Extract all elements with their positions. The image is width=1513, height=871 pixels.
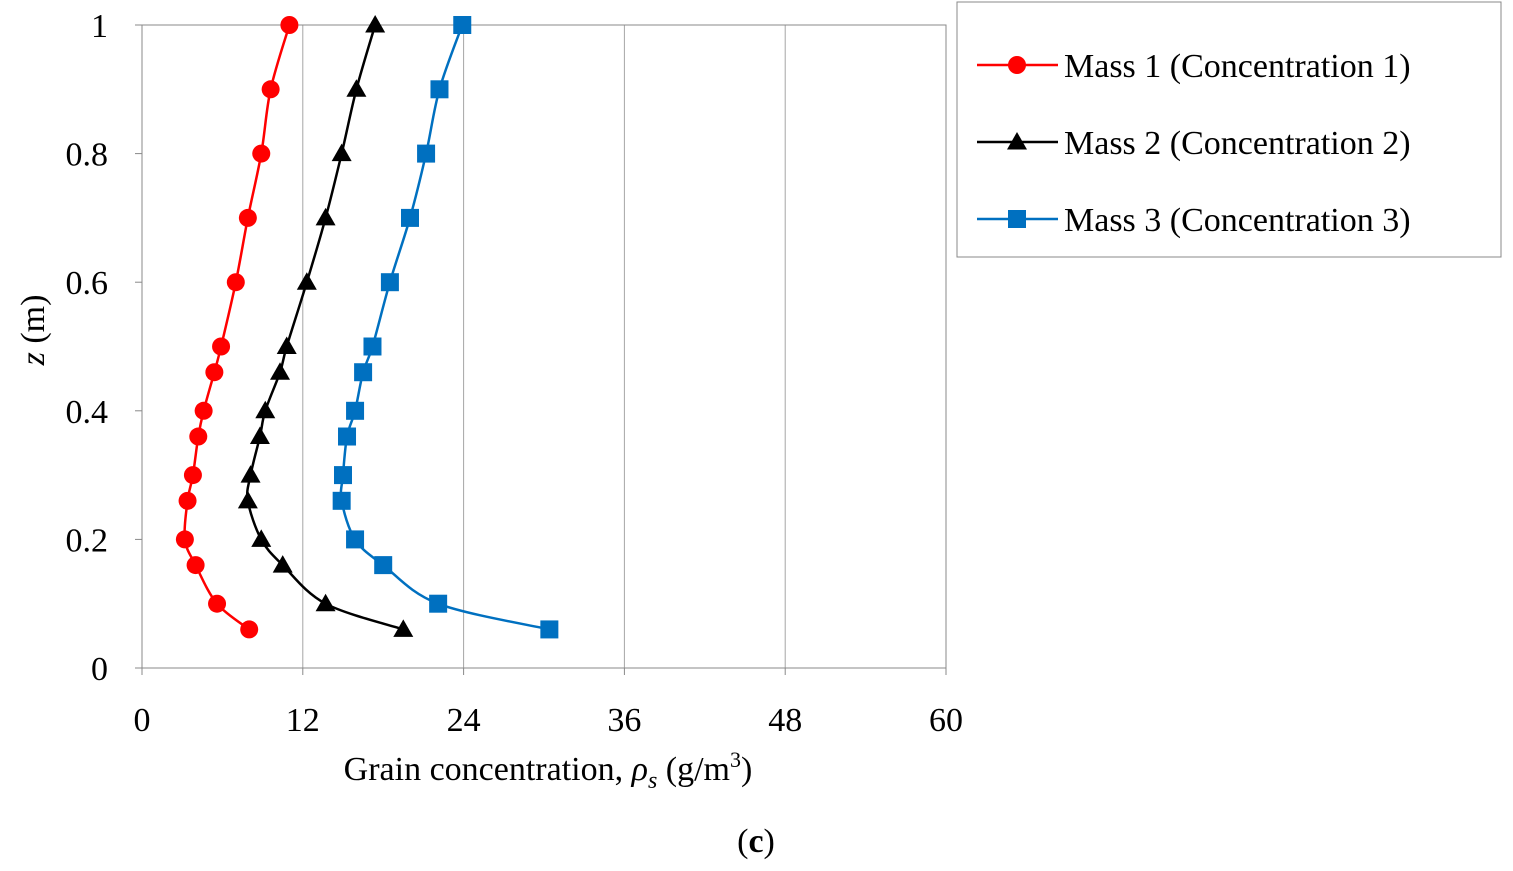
x-tick-label: 36 — [607, 702, 641, 739]
data-point — [194, 401, 213, 420]
series-line — [339, 24, 550, 631]
plot-series — [175, 15, 559, 639]
data-point — [240, 465, 261, 483]
data-point — [346, 401, 365, 420]
legend-item-mass-3-concentration-3: Mass 3 (Concentration 3) — [977, 202, 1411, 239]
legend-box — [956, 1, 1502, 258]
legend-marker — [1008, 56, 1026, 74]
x-axis-label-symbol: ρ — [631, 751, 648, 788]
x-tick-label: 12 — [286, 702, 320, 739]
data-point — [346, 79, 367, 97]
series-2 — [237, 15, 414, 637]
data-point — [208, 594, 227, 613]
data-point — [354, 363, 373, 382]
data-point — [251, 529, 272, 547]
x-axis-label-subscript: s — [648, 768, 657, 794]
data-point — [272, 555, 293, 573]
x-axis-label-superscript: 3 — [730, 747, 741, 772]
data-point — [237, 490, 258, 509]
x-tick-label: 48 — [768, 702, 802, 739]
y-axis-label-var: z — [15, 352, 52, 366]
data-point — [226, 273, 245, 292]
data-point — [255, 400, 276, 419]
data-point — [212, 337, 231, 356]
data-point — [401, 208, 419, 227]
legend-label: Mass 1 (Concentration 1) — [1064, 48, 1411, 85]
x-tick-label: 0 — [134, 702, 151, 739]
data-point — [430, 80, 449, 99]
data-point — [346, 530, 365, 549]
data-point — [331, 143, 352, 162]
data-point — [175, 530, 194, 549]
y-tick-label: 0.2 — [66, 522, 109, 559]
data-point — [380, 273, 399, 292]
panel-label: (c) — [737, 823, 775, 860]
data-point — [186, 556, 205, 575]
data-point — [178, 491, 197, 510]
data-point — [276, 336, 297, 354]
y-tick-label: 0.4 — [66, 394, 109, 431]
x-axis-label-main: Grain concentration, — [344, 751, 632, 788]
y-axis-label-unit: (m) — [15, 295, 52, 353]
panel-label-letter: c — [748, 823, 763, 860]
data-point — [363, 337, 382, 356]
y-axis-label: z (m) — [15, 295, 52, 367]
y-tick-label: 1 — [91, 8, 108, 45]
panel-label-open: ( — [737, 823, 748, 860]
y-tick-label: 0.8 — [66, 137, 109, 174]
legend-label: Mass 3 (Concentration 3) — [1064, 202, 1411, 239]
legend-label: Mass 2 (Concentration 2) — [1064, 125, 1411, 162]
data-point — [315, 593, 336, 612]
data-point — [280, 16, 299, 34]
data-point — [183, 466, 202, 485]
data-point — [393, 619, 414, 637]
data-point — [334, 466, 352, 485]
x-tick-label: 24 — [447, 702, 481, 739]
data-point — [249, 426, 270, 445]
panel-label-close: ) — [764, 823, 775, 860]
data-point — [374, 556, 393, 575]
legend-marker — [1007, 132, 1027, 150]
data-point — [296, 272, 317, 290]
x-axis-label-unit: (g/m — [657, 751, 730, 788]
series-1 — [175, 16, 299, 639]
data-point — [238, 208, 257, 227]
x-axis-label-unit-close: ) — [741, 751, 752, 788]
y-tick-label: 0 — [91, 651, 108, 688]
series-line — [183, 24, 291, 631]
data-point — [240, 620, 259, 639]
data-point — [205, 363, 224, 382]
x-axis: 0 12 24 36 48 60 — [134, 668, 963, 739]
series-3 — [332, 16, 559, 639]
plot-area — [141, 24, 947, 669]
legend-marker — [1008, 210, 1026, 228]
data-point — [338, 427, 357, 446]
data-point — [252, 144, 271, 163]
data-point — [261, 80, 280, 99]
data-point — [453, 16, 472, 34]
data-point — [315, 207, 336, 226]
series-line — [245, 24, 404, 631]
data-point — [540, 620, 559, 639]
y-axis: 0 0.2 0.4 0.6 0.8 1 — [66, 8, 142, 688]
legend-item-mass-2-concentration-2: Mass 2 (Concentration 2) — [977, 125, 1411, 162]
data-point — [365, 15, 386, 33]
legend: Mass 1 (Concentration 1) Mass 2 (Concentr… — [956, 1, 1502, 258]
data-point — [417, 144, 436, 163]
data-point — [332, 491, 351, 510]
data-point — [429, 594, 448, 613]
x-tick-label: 60 — [929, 702, 963, 739]
x-axis-label: Grain concentration, ρs (g/m3) — [344, 747, 753, 794]
data-point — [270, 362, 291, 380]
y-tick-label: 0.6 — [66, 265, 109, 302]
data-point — [189, 427, 208, 446]
legend-item-mass-1-concentration-1: Mass 1 (Concentration 1) — [977, 48, 1411, 85]
grid-lines — [302, 25, 786, 668]
